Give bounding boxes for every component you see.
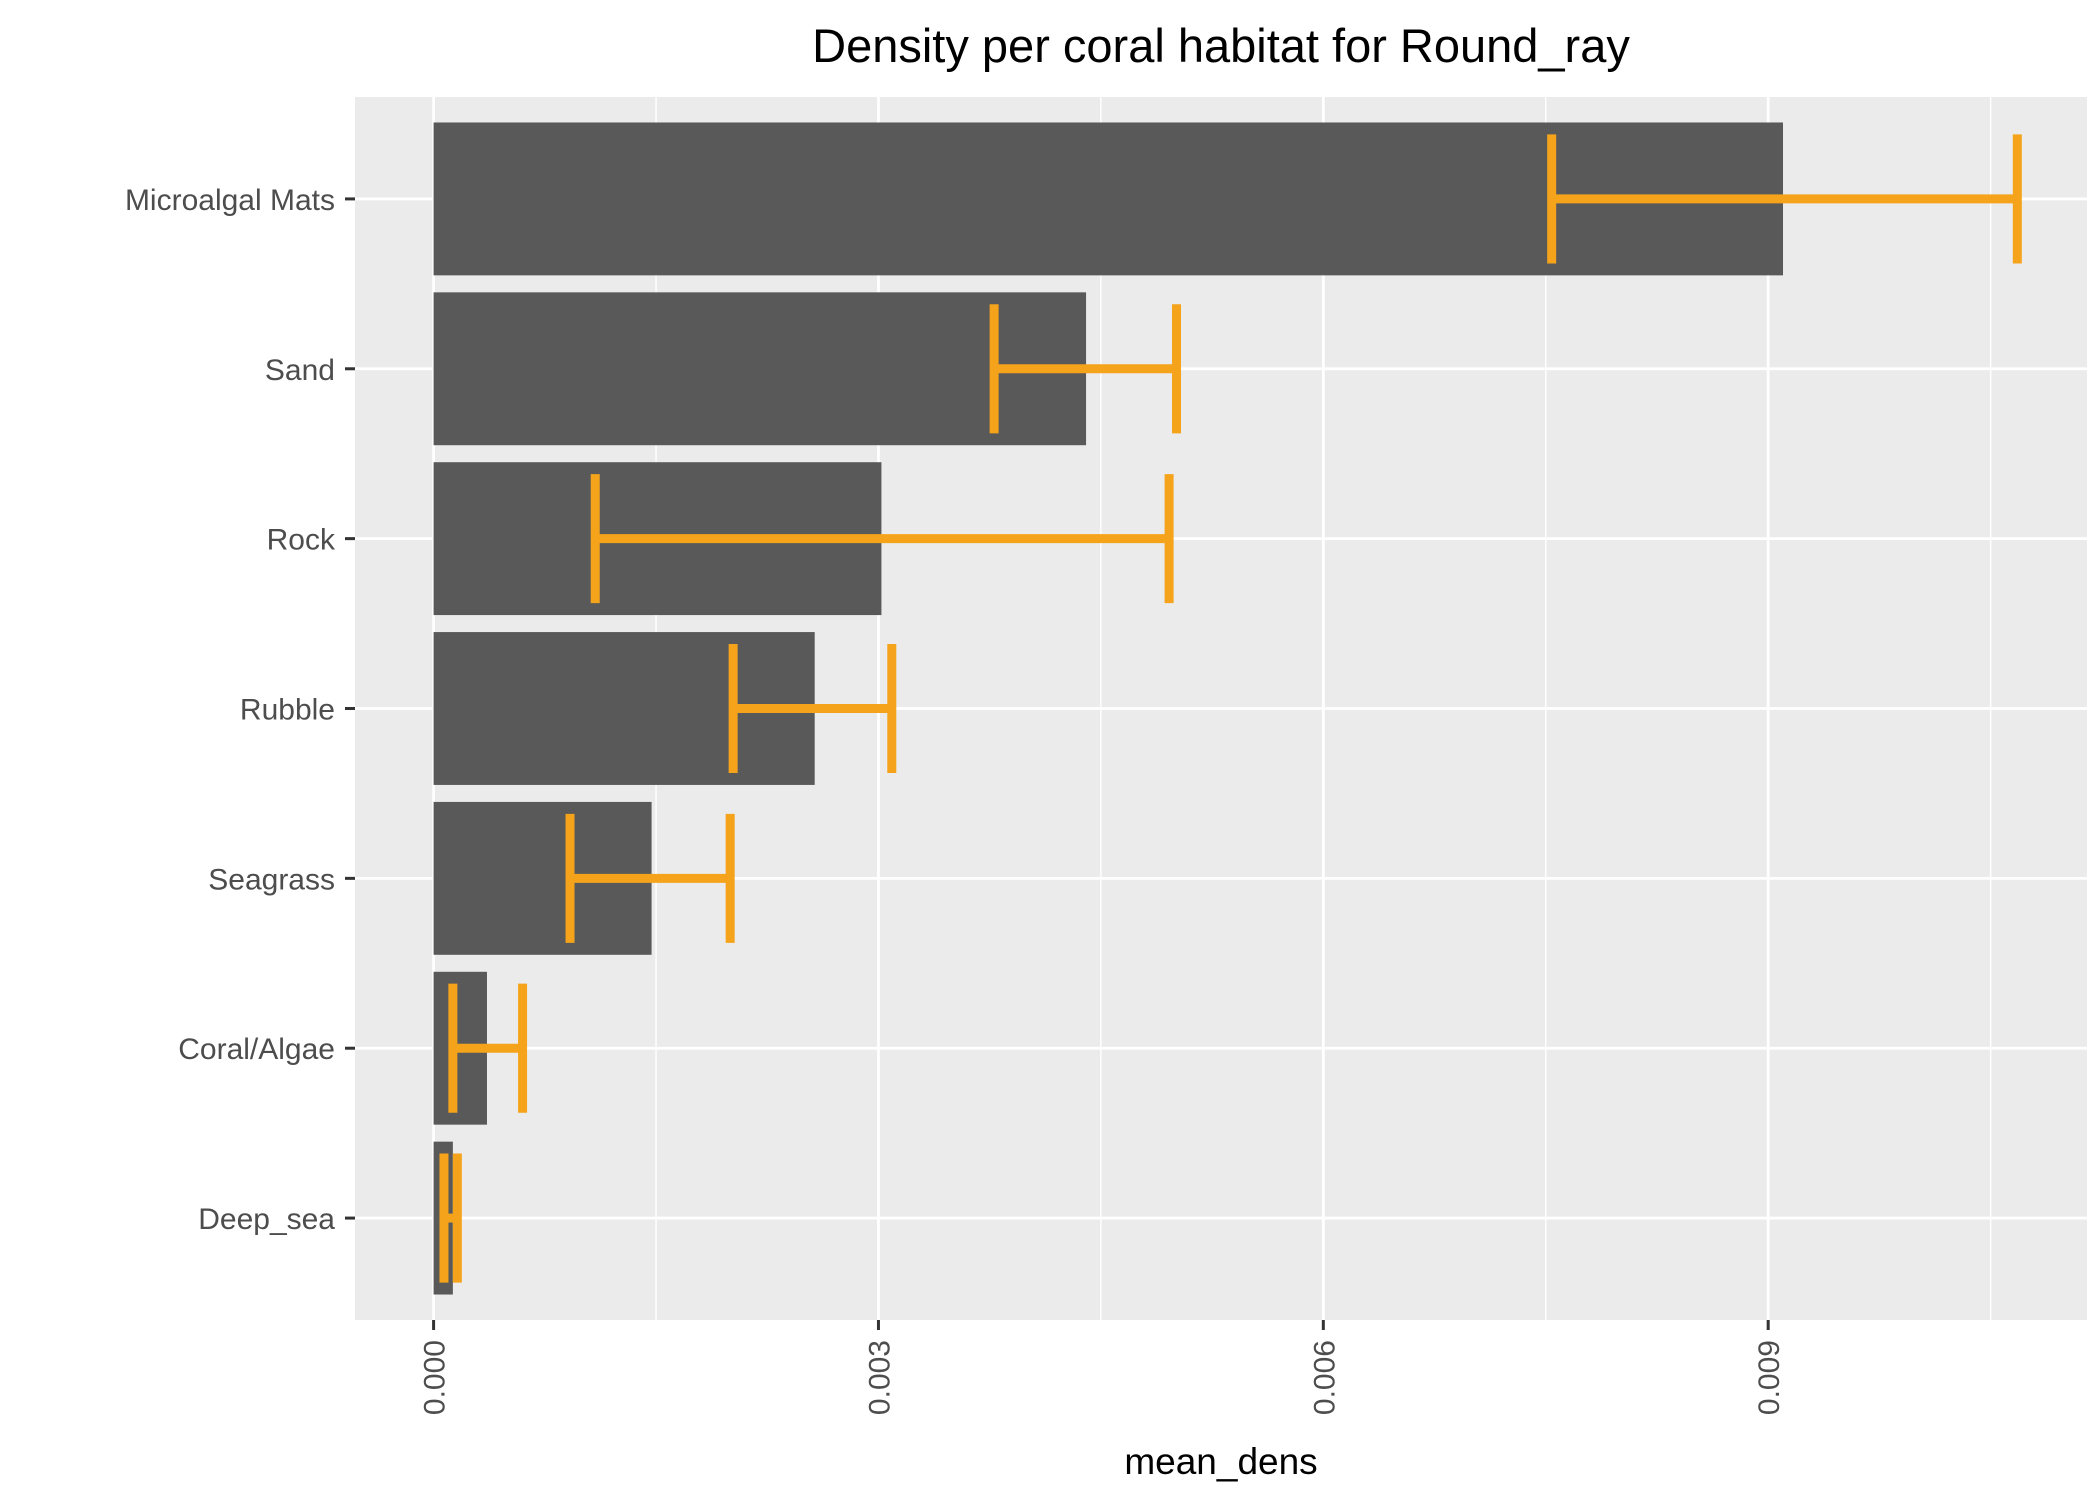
error-bar (1547, 134, 2022, 264)
x-tick-label: 0.009 (1753, 1340, 1786, 1415)
y-tick-label: Microalgal Mats (125, 184, 335, 217)
bars (433, 122, 1784, 1295)
x-tick-label: 0.006 (1308, 1340, 1341, 1415)
x-tick-label: 0.000 (419, 1340, 452, 1415)
error-bar (565, 813, 735, 943)
x-tick-label: 0.003 (863, 1340, 896, 1415)
bar (433, 292, 1087, 446)
y-tick-label: Seagrass (208, 863, 335, 896)
y-tick-label: Sand (265, 354, 335, 387)
y-tick-label: Rubble (240, 694, 335, 727)
error-bar (728, 643, 897, 774)
y-axis: Microalgal Mats Sand Rock Rubble Seagrass Cor… (125, 184, 355, 1236)
y-tick-label: Coral/Algae (178, 1033, 335, 1066)
x-axis: 0.000 0.003 0.006 0.009 (419, 1320, 1786, 1415)
y-tick-label: Deep_sea (198, 1203, 335, 1236)
y-tick-label: Rock (267, 524, 336, 557)
error-bar (590, 474, 1174, 604)
error-bar (989, 304, 1182, 434)
chart-title: Density per coral habitat for Round_ray (812, 19, 1630, 72)
error-bars (439, 134, 2022, 1283)
x-axis-title: mean_dens (1124, 1441, 1317, 1482)
error-bar (448, 983, 528, 1113)
error-bar (439, 1153, 462, 1283)
